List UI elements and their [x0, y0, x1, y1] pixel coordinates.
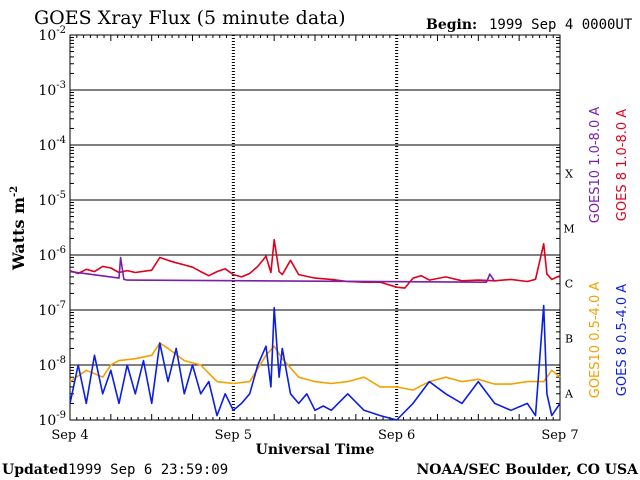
- legend-entry-2: GOES10 0.5-4.0 A: [588, 282, 603, 399]
- legend: GOES10 1.0-8.0 A GOES 8 1.0-8.0 A GOES10 0…: [588, 107, 630, 399]
- x-axis-label: Universal Time: [256, 442, 375, 458]
- y-tick-label-3: 10-5: [38, 190, 66, 209]
- y-tick-label-2: 10-4: [38, 135, 66, 154]
- y-tick-label-5: 10-7: [38, 300, 66, 319]
- y-axis-label-text: Watts m: [9, 197, 28, 271]
- svg-text:Watts m-2: Watts m-2: [9, 186, 28, 271]
- source-credit: NOAA/SEC Boulder, CO USA: [417, 462, 640, 478]
- y-tick-label-0: 10-2: [38, 25, 66, 44]
- legend-entry-3: GOES 8 0.5-4.0 A: [615, 284, 630, 396]
- flare-class-A: A: [564, 388, 574, 401]
- y-tick-label-7: 10-9: [38, 410, 66, 429]
- updated-label: Updated: [2, 462, 68, 478]
- y-tick-label-4: 10-6: [38, 245, 66, 264]
- series-line-2: [69, 342, 561, 391]
- chart-title: GOES Xray Flux (5 minute data): [34, 7, 346, 29]
- series-line-0: [69, 256, 496, 283]
- y-tick-label-6: 10-8: [38, 355, 66, 374]
- flare-class-M: M: [563, 223, 574, 236]
- begin-label: Begin:: [426, 17, 477, 33]
- series-layer: [69, 238, 561, 421]
- x-tick-label-2: Sep 6: [378, 428, 415, 443]
- y-axis-label: Watts m-2: [9, 186, 28, 271]
- series-line-3: [69, 304, 561, 421]
- legend-entry-0: GOES10 1.0-8.0 A: [588, 107, 603, 224]
- grid-layer: [70, 34, 560, 421]
- y-axis-label-exponent: -2: [9, 186, 20, 197]
- flare-class-C: C: [565, 278, 573, 291]
- legend-entry-1: GOES 8 1.0-8.0 A: [615, 109, 630, 221]
- x-tick-label-3: Sep 7: [541, 428, 578, 443]
- x-tick-labels: Sep 4 Sep 5 Sep 6 Sep 7: [51, 428, 578, 443]
- x-tick-label-0: Sep 4: [51, 428, 88, 443]
- x-tick-label-1: Sep 5: [215, 428, 252, 443]
- flare-class-labels: X M C B A: [563, 168, 574, 401]
- flare-class-B: B: [565, 333, 573, 346]
- series-line-1: [69, 238, 561, 289]
- y-tick-label-1: 10-3: [38, 80, 66, 99]
- updated-value: 1999 Sep 6 23:59:09: [68, 462, 228, 478]
- flare-class-X: X: [565, 168, 573, 181]
- y-tick-labels: 10-2 10-3 10-4 10-5 10-6 10-7 10-8 10-9: [38, 25, 66, 429]
- begin-value: 1999 Sep 4 0000UT: [489, 17, 633, 33]
